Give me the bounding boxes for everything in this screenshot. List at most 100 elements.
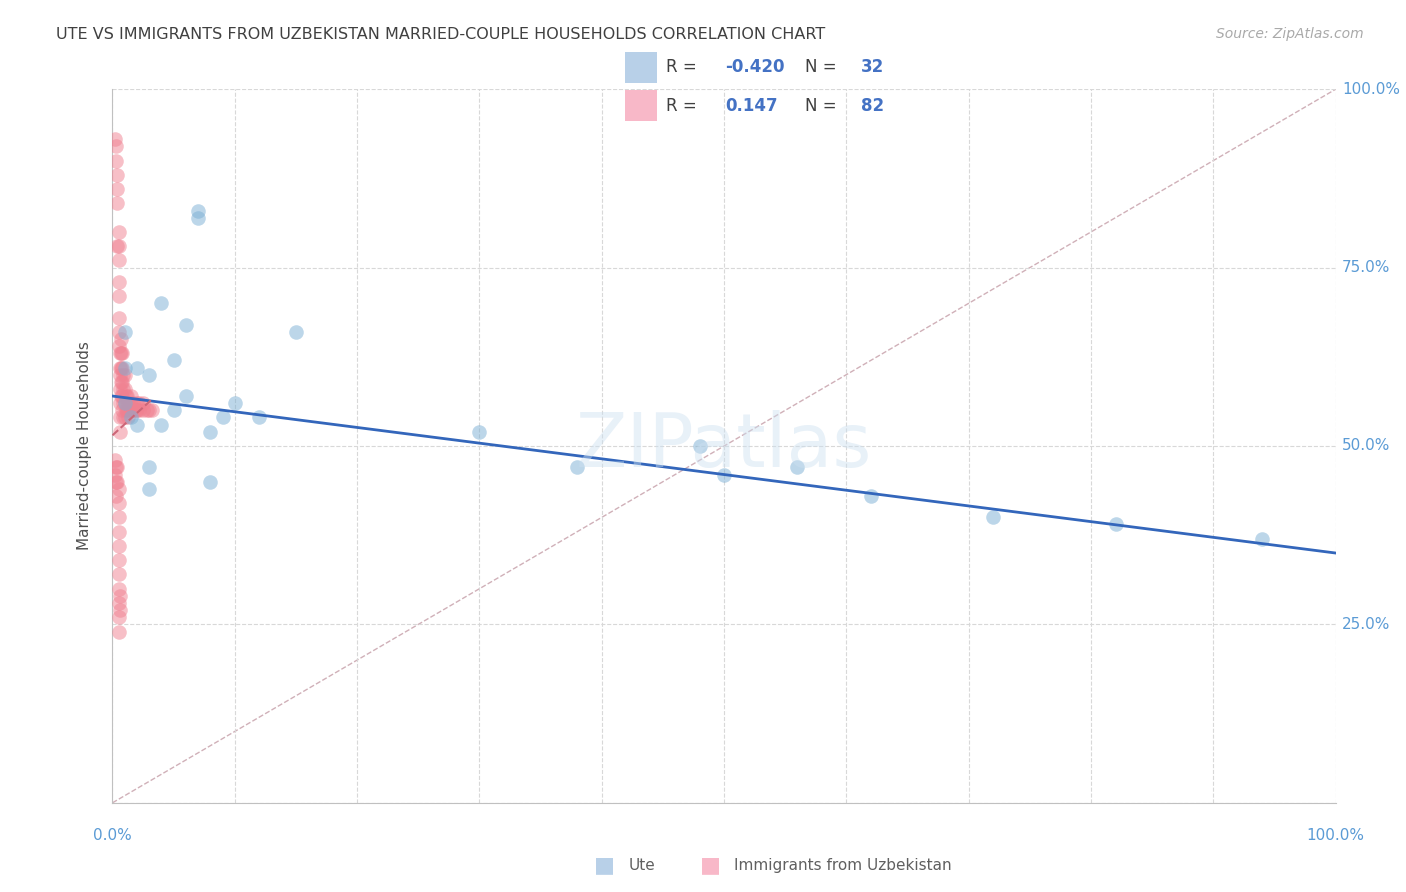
Point [108,346,131,360]
Point [110,346,132,360]
Point [150,417,173,432]
Point [200,475,222,489]
Point [107,567,129,582]
Point [120,389,142,403]
Point [114,368,136,382]
Text: UTE VS IMMIGRANTS FROM UZBEKISTAN MARRIED-COUPLE HOUSEHOLDS CORRELATION CHART: UTE VS IMMIGRANTS FROM UZBEKISTAN MARRIE… [56,27,825,42]
Point [108,396,131,410]
Point [107,339,129,353]
Point [107,225,129,239]
Point [120,403,142,417]
Point [117,410,139,425]
Point [105,182,128,196]
Point [107,239,129,253]
Point [114,396,136,410]
Point [124,403,146,417]
Point [115,389,138,403]
Point [107,624,129,639]
Point [138,460,160,475]
Point [107,325,129,339]
Text: R =: R = [666,59,702,77]
Point [689,439,711,453]
Point [108,382,131,396]
Point [108,410,131,425]
Point [174,318,197,332]
Point [125,417,148,432]
Point [110,332,132,346]
Point [468,425,491,439]
Point [112,382,135,396]
Point [107,496,129,510]
Point [110,360,132,375]
Point [187,211,209,225]
Point [122,396,145,410]
Point [104,467,127,482]
Point [174,389,197,403]
Point [105,153,128,168]
Point [163,353,186,368]
Point [114,410,136,425]
Point [104,132,127,146]
Point [105,460,128,475]
Text: 0.147: 0.147 [725,96,778,114]
Point [163,403,186,417]
Point [138,482,160,496]
Point [107,275,129,289]
Point [111,375,134,389]
Point [114,325,136,339]
Point [108,589,131,603]
Point [115,403,138,417]
Point [115,389,138,403]
Point [115,403,138,417]
Point [108,425,131,439]
Text: N =: N = [804,59,842,77]
Point [104,453,127,467]
Point [128,396,150,410]
Point [107,553,129,567]
Text: 25.0%: 25.0% [1341,617,1391,632]
Point [110,389,132,403]
Point [105,196,128,211]
Point [111,403,134,417]
Point [713,467,735,482]
Text: 100.0%: 100.0% [1306,828,1365,843]
Text: Source: ZipAtlas.com: Source: ZipAtlas.com [1216,27,1364,41]
Text: -0.420: -0.420 [725,59,785,77]
Point [141,403,163,417]
Text: 0.0%: 0.0% [93,828,132,843]
Point [138,403,160,417]
Point [1104,517,1126,532]
Point [138,368,160,382]
Point [125,396,148,410]
Point [107,289,129,303]
Point [107,610,129,624]
Point [132,403,155,417]
Text: Ute: Ute [628,858,655,872]
Point [112,410,135,425]
Point [107,482,129,496]
Point [224,396,246,410]
Point [981,510,1004,524]
Point [859,489,882,503]
Text: N =: N = [804,96,842,114]
Point [105,139,128,153]
Text: 75.0%: 75.0% [1341,260,1391,275]
Point [105,489,128,503]
Point [1251,532,1274,546]
Point [107,310,129,325]
Text: ■: ■ [700,855,720,875]
Point [107,253,129,268]
Point [105,475,128,489]
Point [117,396,139,410]
Point [107,539,129,553]
Point [112,396,135,410]
Point [125,403,148,417]
Point [567,460,589,475]
Text: 50.0%: 50.0% [1341,439,1391,453]
Point [132,396,155,410]
Text: 100.0%: 100.0% [1341,82,1400,96]
Bar [624,90,657,120]
Point [105,475,128,489]
Point [111,346,134,360]
Point [111,360,134,375]
